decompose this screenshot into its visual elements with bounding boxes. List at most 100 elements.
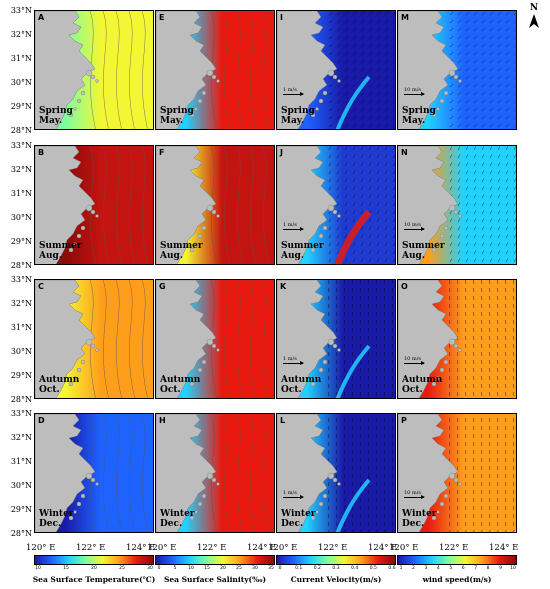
vector-arrow — [360, 36, 365, 40]
vector-arrow — [384, 36, 389, 40]
vector-arrow — [457, 36, 462, 40]
vector-arrow — [360, 505, 362, 510]
vector-arrow — [497, 250, 501, 255]
panel-label: B — [38, 148, 45, 157]
vector-arrow — [360, 417, 362, 422]
contour-line — [89, 11, 96, 129]
vector-arrow — [376, 92, 381, 96]
contour-line — [223, 280, 230, 398]
latitude-label: 30°N — [10, 78, 32, 87]
vector-arrow — [497, 108, 502, 112]
vector-arrow — [497, 186, 501, 191]
current-jet — [335, 478, 371, 532]
vector-arrow — [497, 146, 501, 151]
vector-arrow — [384, 336, 386, 341]
vector-arrow — [449, 505, 451, 510]
vector-arrow — [505, 124, 510, 128]
vector-arrow — [328, 344, 330, 349]
island — [95, 79, 99, 83]
vector-arrow — [513, 505, 515, 510]
vector-arrow — [336, 100, 341, 104]
vector-arrow — [513, 77, 516, 80]
vector-arrow — [352, 20, 357, 24]
vector-arrow — [465, 250, 469, 255]
island — [90, 209, 96, 215]
vector-arrow — [368, 242, 372, 247]
island — [458, 214, 462, 218]
vector-arrow — [392, 125, 395, 128]
vector-arrow — [384, 417, 386, 422]
scale-arrow-icon — [404, 227, 425, 231]
vector-arrow — [336, 218, 340, 223]
vector-arrow — [392, 109, 395, 112]
vector-arrow — [384, 76, 389, 80]
map-panel-l: L 1 m/s Winter Dec. — [276, 413, 396, 533]
vector-arrow — [513, 61, 516, 64]
vector-arrow — [481, 489, 483, 494]
vector-arrow — [465, 497, 467, 502]
vector-arrow — [481, 116, 486, 120]
season-label: Autumn Oct. — [281, 375, 321, 395]
vector-arrow — [497, 481, 499, 486]
vector-arrow — [368, 116, 373, 120]
vector-arrow — [473, 384, 475, 389]
vector-arrow — [384, 457, 386, 462]
vector-arrow — [513, 449, 515, 454]
longitude-label: 122° E — [76, 543, 106, 553]
vector-arrow — [376, 170, 380, 175]
season-month: Dec. — [281, 519, 304, 529]
vector-arrow — [449, 124, 454, 128]
vector-arrow — [497, 513, 499, 518]
vector-arrow — [465, 124, 470, 128]
vector-arrow — [465, 489, 467, 494]
vector-arrow — [489, 288, 491, 293]
island — [332, 343, 338, 349]
vector-arrow — [352, 84, 357, 88]
vector-arrow — [360, 296, 362, 301]
vector-arrow — [465, 178, 469, 183]
island — [206, 338, 214, 346]
vector-arrow — [336, 376, 338, 381]
vector-arrow — [360, 465, 362, 470]
vector-arrow — [360, 521, 362, 526]
vector-arrow — [384, 202, 388, 207]
map-field — [398, 146, 516, 264]
vector-arrow — [481, 52, 486, 56]
vector-arrow — [344, 186, 348, 191]
vector-arrow — [505, 234, 509, 239]
vector-arrow — [505, 84, 510, 88]
vector-arrow — [513, 360, 515, 365]
island — [194, 242, 198, 246]
latitude-label: 32°N — [10, 30, 32, 39]
vector-arrow — [489, 280, 491, 285]
vector-arrow — [489, 320, 491, 325]
vector-arrow — [489, 497, 491, 502]
island — [337, 79, 341, 83]
vector-arrow — [505, 392, 507, 397]
vector-arrow — [481, 170, 485, 175]
vector-arrow — [336, 465, 338, 470]
vector-arrow — [465, 12, 470, 16]
vector-arrow — [344, 146, 348, 151]
season-month: May. — [402, 116, 426, 126]
vector-arrow — [513, 529, 515, 532]
vector-arrow — [328, 258, 332, 263]
vector-arrow — [392, 202, 395, 207]
vector-arrow — [352, 186, 356, 191]
vector-arrow — [489, 352, 491, 357]
vector-arrow — [368, 28, 373, 32]
land-mass — [156, 280, 217, 398]
latitude-label: 33°N — [10, 409, 32, 418]
latitude-label: 30°N — [10, 347, 32, 356]
vector-arrow — [457, 100, 462, 104]
contour-line — [249, 414, 256, 532]
island — [315, 242, 319, 246]
vector-arrow — [384, 210, 388, 215]
vector-arrow — [336, 449, 338, 454]
vector-arrow — [465, 146, 469, 151]
vector-arrow — [360, 376, 362, 381]
island — [211, 343, 217, 349]
vector-arrow — [465, 44, 470, 48]
vector-arrow — [376, 108, 381, 112]
vector-arrow — [457, 296, 459, 301]
